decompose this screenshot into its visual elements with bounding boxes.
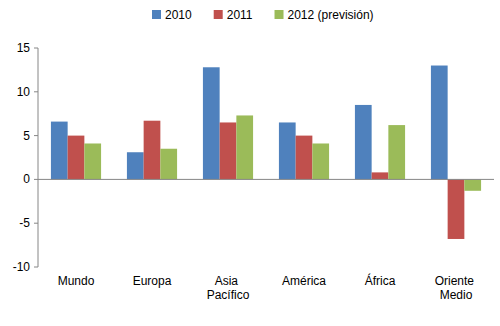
x-tick-label: Oriente Medio	[435, 274, 478, 302]
bar	[68, 136, 85, 180]
bar	[160, 149, 177, 180]
x-tick-label: Mundo	[58, 274, 95, 288]
bar	[279, 122, 296, 179]
bar	[464, 179, 481, 190]
y-axis-line	[38, 48, 39, 267]
bar	[84, 143, 101, 179]
x-tick-label-line: América	[282, 274, 326, 288]
bar	[296, 136, 313, 180]
y-tick-label: 10	[17, 85, 31, 99]
y-axis: -10 -5 0 5 10 15	[13, 41, 38, 274]
y-tick	[34, 135, 38, 136]
legend-label: 2012 (previsión)	[288, 8, 374, 22]
x-tick-label-line: África	[365, 273, 396, 288]
x-tick-label-line: Oriente	[435, 274, 478, 288]
bar	[312, 143, 329, 179]
x-tick-label-line: Mundo	[58, 274, 95, 288]
y-tick-label: 15	[17, 41, 31, 55]
y-tick-label: 0	[23, 172, 30, 186]
bar	[355, 105, 372, 179]
bar	[203, 67, 220, 179]
x-tick-label: África	[365, 273, 396, 288]
y-tick	[34, 91, 38, 92]
bar	[431, 66, 448, 180]
legend-label: 2010	[165, 8, 192, 22]
chart-svg: -10 -5 0 5 10 15 Mundo Europa Asia Pacífico Améri…	[0, 0, 500, 326]
legend-swatch	[152, 10, 161, 19]
bars	[51, 66, 481, 239]
legend: 2010 2011 2012 (previsión)	[152, 8, 374, 22]
bar	[448, 179, 465, 239]
y-tick	[34, 48, 38, 49]
x-tick-label-line: Asia	[215, 274, 242, 288]
bar	[236, 115, 253, 179]
bar	[388, 125, 405, 179]
legend-label: 2011	[227, 8, 253, 22]
y-tick	[34, 223, 38, 224]
x-tick-label-line: Pacífico	[207, 288, 250, 302]
x-tick-label: Asia Pacífico	[207, 274, 250, 302]
y-tick	[34, 179, 38, 180]
x-axis: Mundo Europa Asia Pacífico América África Ori…	[58, 273, 478, 302]
y-tick	[34, 267, 38, 268]
legend-swatch	[214, 10, 223, 19]
bar	[127, 152, 144, 179]
bar	[220, 122, 237, 179]
x-tick-label: Europa	[133, 274, 172, 288]
y-tick-label: -5	[19, 216, 30, 230]
bar	[144, 121, 161, 180]
x-tick-label-line: Europa	[133, 274, 172, 288]
bar	[51, 122, 68, 180]
x-tick-label: América	[282, 274, 326, 288]
chart-container: -10 -5 0 5 10 15 Mundo Europa Asia Pacífico Améri…	[0, 0, 500, 326]
y-tick-label: 5	[23, 129, 30, 143]
legend-swatch	[275, 10, 284, 19]
x-axis-line	[38, 179, 494, 180]
x-tick-label-line: Medio	[440, 288, 473, 302]
y-tick-label: -10	[13, 260, 31, 274]
bar	[372, 172, 389, 179]
